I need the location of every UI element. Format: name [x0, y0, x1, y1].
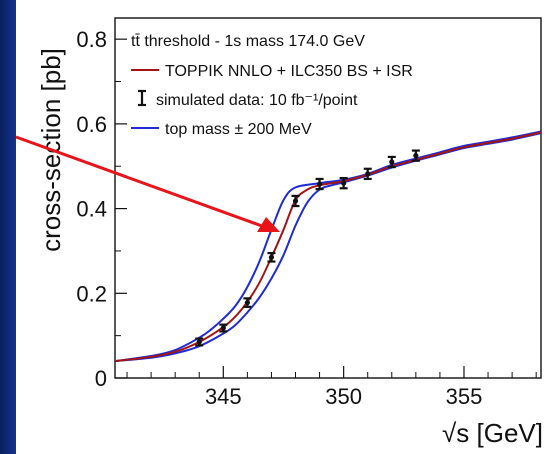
legend: tt̄ threshold - 1s mass 174.0 GeV TOPPIK…: [131, 33, 413, 138]
x-ticks: 345 350 355: [126, 366, 537, 409]
x-tick-label: 345: [205, 384, 242, 409]
series-line-toppik: [114, 131, 542, 363]
y-tick-label: 0.4: [76, 197, 107, 222]
data-point: [267, 251, 276, 263]
y-tick-label: 0.6: [76, 112, 107, 137]
data-point: [219, 323, 228, 333]
data-point: [387, 155, 396, 169]
data-points-layer: [195, 149, 420, 347]
x-axis-label: √s [GeV]: [442, 418, 543, 448]
data-point: [291, 194, 300, 208]
y-tick-label: 0: [95, 366, 107, 391]
legend-entry-top-mass: top mass ± 200 MeV: [165, 121, 312, 138]
series-layer: [114, 130, 542, 363]
data-point: [243, 297, 252, 308]
y-ticks: 0 0.2 0.4 0.6 0.8: [76, 27, 127, 391]
x-tick-label: 355: [446, 384, 483, 409]
slide-left-stripe: [0, 0, 16, 454]
legend-header: tt̄ threshold - 1s mass 174.0 GeV: [131, 33, 365, 50]
y-tick-label: 0.2: [76, 281, 107, 306]
legend-swatch-errorbar: [138, 89, 146, 107]
series-line-mass-minus: [114, 130, 542, 363]
data-point: [363, 167, 372, 181]
plot-frame: [114, 17, 542, 379]
annotation-arrow: [15, 135, 280, 232]
data-point: [411, 149, 420, 162]
x-tick-label: 350: [325, 384, 362, 409]
y-tick-label: 0.8: [76, 27, 107, 52]
legend-entry-toppik: TOPPIK NNLO + ILC350 BS + ISR: [165, 63, 413, 80]
series-line-mass-plus: [114, 132, 542, 363]
legend-entry-simulated-data: simulated data: 10 fb⁻¹/point: [156, 92, 358, 109]
data-point: [195, 337, 204, 347]
data-point: [339, 176, 348, 190]
data-point: [315, 177, 324, 191]
